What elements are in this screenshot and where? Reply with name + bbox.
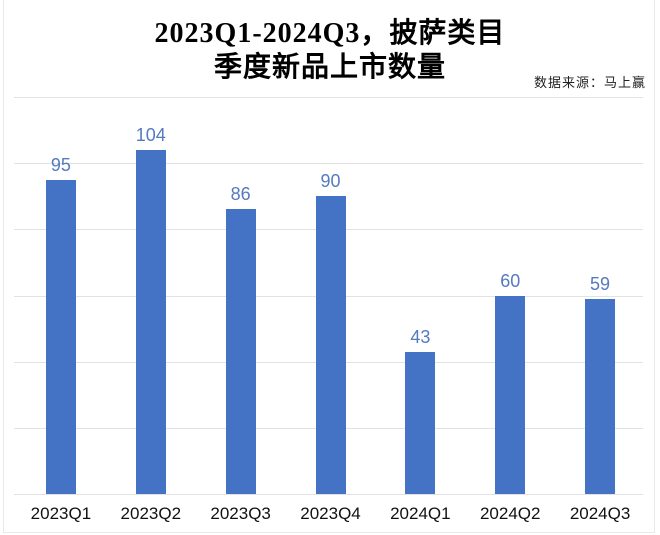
gridline [14, 163, 643, 165]
gridline [14, 97, 643, 98]
bar-value-label-2024Q3: 59 [590, 273, 611, 294]
bar-2024Q3 [585, 298, 616, 494]
x-axis-label-2024Q2: 2024Q2 [479, 504, 541, 523]
bar-value-label-2023Q1: 95 [50, 154, 71, 175]
bar-2024Q1 [405, 351, 436, 494]
x-axis-label-2023Q3: 2023Q3 [210, 504, 271, 523]
bar-2023Q1 [45, 179, 76, 494]
bar-value-label-2023Q4: 90 [320, 171, 341, 192]
plot-area: 95 2023Q1 104 2023Q2 86 2023Q3 90 2023Q4 43 2024Q… [14, 97, 643, 523]
chart-title-line-2: 季度新品上市数量 [213, 52, 446, 83]
data-source-note: 数据来源：马上赢 [533, 75, 646, 90]
bar-2023Q2 [135, 149, 166, 494]
x-axis-label-2024Q1: 2024Q1 [390, 504, 451, 523]
bar-value-label-2024Q1: 43 [410, 326, 431, 347]
chart-title-line-1: 2023Q1-2024Q3，披萨类目 [154, 18, 506, 49]
x-axis-label-2023Q2: 2023Q2 [120, 504, 182, 523]
x-axis-label-2023Q1: 2023Q1 [30, 504, 92, 523]
bar-2023Q3 [225, 209, 256, 494]
x-axis-baseline [14, 494, 643, 495]
bar-value-label-2023Q2: 104 [135, 124, 166, 145]
bar-value-label-2024Q2: 60 [500, 270, 521, 291]
x-axis-label-2024Q3: 2024Q3 [569, 504, 631, 523]
x-axis-label-2023Q4: 2023Q4 [300, 504, 361, 523]
bar-2024Q2 [495, 295, 526, 494]
bar-2023Q4 [315, 196, 346, 494]
bar-value-label-2023Q3: 86 [230, 184, 251, 205]
